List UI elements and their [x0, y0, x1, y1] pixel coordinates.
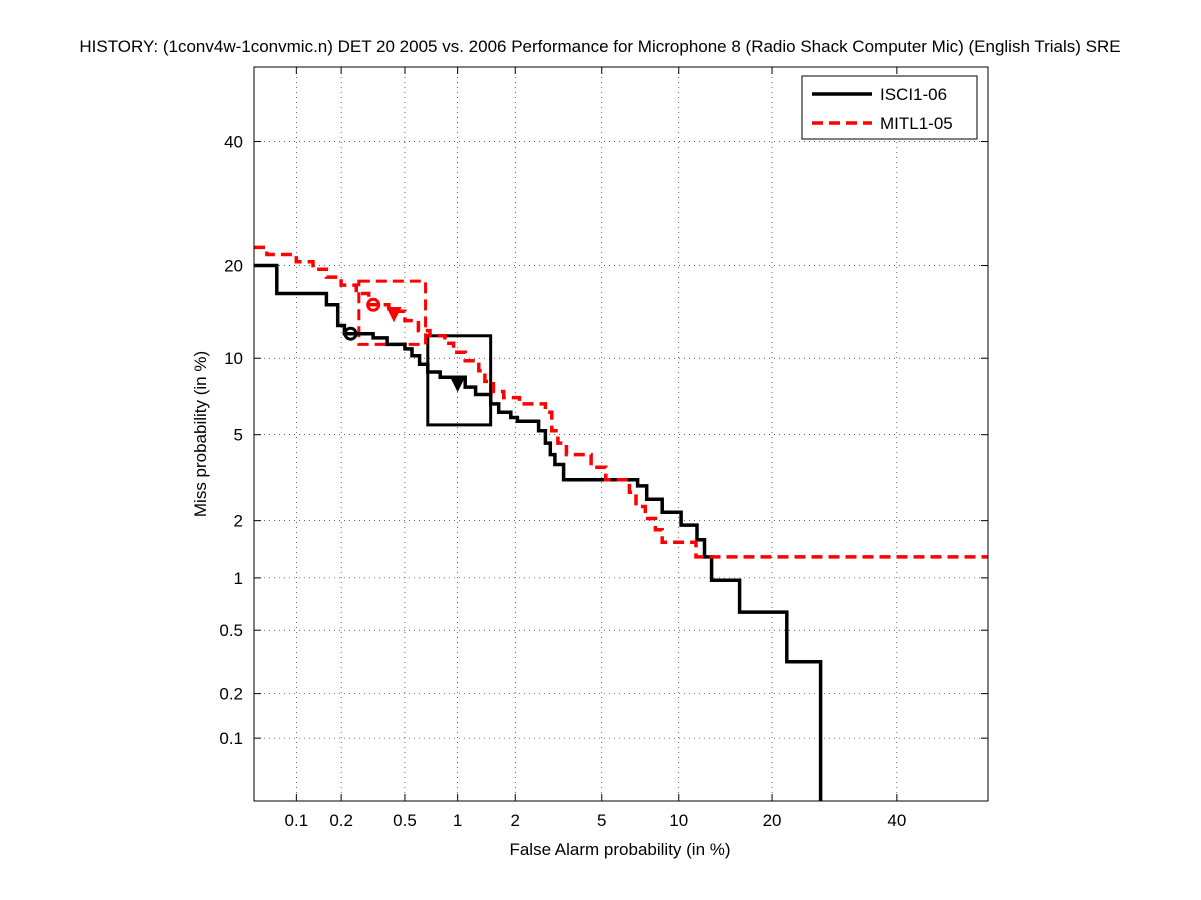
- x-tick-label-2: 2: [511, 811, 520, 830]
- x-tick-label-40: 40: [887, 811, 906, 830]
- y-tick-label-0-2: 0.2: [219, 685, 243, 704]
- plot-frame: [253, 66, 989, 802]
- y-tick-label-40: 40: [224, 133, 243, 152]
- operating-point-markers: [343, 297, 466, 393]
- x-tick-label-0-2: 0.2: [329, 811, 353, 830]
- det-curve-isci1-06: [254, 263, 823, 801]
- y-tick-label-20: 20: [224, 257, 243, 276]
- plot-area: [254, 67, 988, 801]
- legend-label-mitl1-05: MITL1-05: [880, 114, 953, 133]
- series-lines: [254, 245, 988, 801]
- x-axis-label: False Alarm probability (in %): [509, 840, 730, 859]
- min-dcf-marker-isci1-06: [450, 376, 466, 393]
- confidence-box-isci1-06: [426, 334, 493, 427]
- x-tick-label-1: 1: [453, 811, 462, 830]
- chart-title: HISTORY: (1conv4w-1convmic.n) DET 20 200…: [79, 37, 1120, 56]
- actual-dcf-marker-mitl1-05: [366, 297, 381, 312]
- y-tick-label-10: 10: [224, 349, 243, 368]
- legend-box: [801, 75, 978, 140]
- y-tick-label-1: 1: [234, 569, 243, 588]
- y-tick-label-0-5: 0.5: [219, 621, 243, 640]
- y-tick-label-5: 5: [234, 426, 243, 445]
- y-axis-ticks: 0.1 0.2 0.5 1 2 5 10 20 40: [219, 133, 988, 748]
- y-tick-label-2: 2: [234, 512, 243, 531]
- legend-label-isci1-06: ISCI1-06: [880, 85, 947, 104]
- x-axis-ticks: 0.1 0.2 0.5 1 2 5 10 20 40: [285, 67, 906, 830]
- x-tick-label-0-5: 0.5: [393, 811, 417, 830]
- actual-dcf-marker-isci1-06: [343, 326, 358, 341]
- x-tick-label-10: 10: [669, 811, 688, 830]
- x-tick-label-5: 5: [597, 811, 606, 830]
- x-tick-label-0-1: 0.1: [285, 811, 309, 830]
- y-axis-label: Miss probability (in %): [191, 351, 210, 517]
- det-curve-mitl1-05: [254, 245, 988, 559]
- x-tick-label-20: 20: [763, 811, 782, 830]
- legend: ISCI1-06 MITL1-05: [801, 75, 978, 140]
- y-tick-label-0-1: 0.1: [219, 729, 243, 748]
- min-dcf-marker-mitl1-05: [386, 307, 402, 323]
